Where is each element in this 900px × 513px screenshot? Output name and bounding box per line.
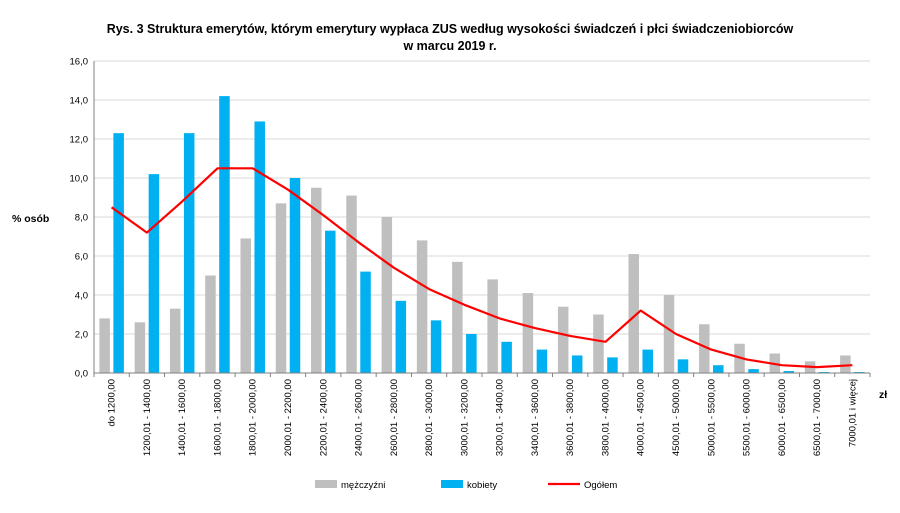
bar-women — [536, 349, 548, 373]
bar-women — [430, 320, 442, 373]
legend-swatch — [441, 480, 463, 488]
y-tick-label: 14,0 — [70, 96, 89, 107]
bar-men — [522, 293, 534, 373]
x-tick-label: 3400,01 - 3600,00 — [530, 379, 541, 456]
bar-women — [677, 359, 689, 373]
x-tick-label: 3600,01 - 3800,00 — [565, 379, 576, 456]
x-tick-label: 4500,01 - 5000,00 — [671, 379, 682, 456]
legend-label: Ogółem — [584, 480, 617, 491]
y-tick-label: 12,0 — [70, 135, 89, 146]
x-tick-label: 6500,01 - 7000,00 — [812, 379, 823, 456]
bar-women — [571, 355, 583, 373]
bar-men — [205, 275, 216, 373]
bar-men — [240, 238, 251, 373]
bar-men — [169, 308, 181, 373]
x-tick-label: do 1200,00 — [107, 379, 118, 427]
x-tick-label: 7000,01 i więcej — [847, 379, 858, 447]
bar-men — [593, 314, 604, 373]
bar-men — [452, 261, 463, 373]
bar-men — [275, 203, 287, 373]
bar-men — [99, 318, 110, 373]
x-tick-label: 5000,01 - 5500,00 — [706, 379, 717, 456]
bar-men — [311, 187, 322, 373]
bar-women — [289, 178, 301, 373]
chart-title-line1: Rys. 3 Struktura emerytów, którym emeryt… — [107, 22, 794, 36]
bar-women — [183, 133, 195, 373]
bar-women — [325, 230, 336, 373]
bar-women — [607, 357, 618, 373]
bar-women — [748, 369, 759, 373]
bar-men — [699, 324, 710, 373]
bar-men — [557, 306, 569, 373]
bar-women — [219, 96, 230, 373]
x-tick-label: 1400,01 - 1600,00 — [177, 379, 188, 456]
y-axis-label: % osób — [12, 213, 49, 225]
x-tick-label: 5500,01 - 6000,00 — [742, 379, 753, 456]
x-tick-label: 6000,01 - 6500,00 — [777, 379, 788, 456]
y-tick-label: 10,0 — [70, 174, 89, 185]
bar-men — [628, 254, 639, 373]
bar-men — [487, 279, 498, 373]
y-tick-label: 8,0 — [75, 213, 88, 224]
bar-women — [501, 341, 512, 373]
axis-layer: 0,0 2,0 4,0 6,0 8,0 10,0 12,0 14,0 16,0 do 1200,0… — [70, 57, 871, 456]
y-tick-label: 4,0 — [75, 291, 88, 302]
legend-label: mężczyźni — [341, 480, 385, 491]
x-tick-label: 2400,01 - 2600,00 — [354, 379, 365, 456]
bar-women — [360, 271, 371, 373]
x-tick-label: 3200,01 - 3400,00 — [495, 379, 506, 456]
chart-title-line2: w marcu 2019 r. — [402, 39, 496, 53]
bar-men — [416, 240, 428, 373]
x-tick-label: 1800,01 - 2000,00 — [248, 379, 259, 456]
x-axis-unit: zł — [879, 389, 887, 401]
x-tick-label: 1200,01 - 1400,00 — [142, 379, 153, 456]
line-layer — [110, 167, 853, 369]
bar-men — [134, 322, 146, 373]
bar-layer — [99, 96, 865, 373]
bar-men — [381, 217, 393, 373]
x-tick-label: 3800,01 - 4000,00 — [600, 379, 611, 456]
legend: mężczyźni kobiety Ogółem — [315, 480, 617, 491]
x-tick-label: 3000,01 - 3200,00 — [459, 379, 470, 456]
bar-men — [346, 195, 357, 373]
y-tick-label: 6,0 — [75, 252, 88, 263]
series-line-total — [110, 167, 853, 369]
bar-women — [642, 349, 653, 373]
x-tick-label: 2800,01 - 3000,00 — [424, 379, 435, 456]
bar-women — [254, 121, 265, 373]
y-tick-label: 2,0 — [75, 330, 88, 341]
bar-women — [783, 371, 795, 373]
bar-women — [713, 365, 724, 373]
bar-men — [663, 295, 675, 373]
bar-women — [113, 133, 124, 373]
bar-women — [395, 300, 407, 373]
bar-women — [148, 174, 160, 373]
x-tick-label: 2600,01 - 2800,00 — [389, 379, 400, 456]
x-tick-label: 2200,01 - 2400,00 — [318, 379, 329, 456]
x-tick-label: 2000,01 - 2200,00 — [283, 379, 294, 456]
x-tick-label: 1600,01 - 1800,00 — [212, 379, 223, 456]
legend-label: kobiety — [467, 480, 497, 491]
y-tick-label: 0,0 — [75, 369, 88, 380]
bar-women — [466, 334, 477, 373]
bar-men — [840, 355, 851, 373]
legend-swatch — [315, 480, 337, 488]
y-tick-label: 16,0 — [70, 57, 89, 68]
x-tick-label: 4000,01 - 4500,00 — [636, 379, 647, 456]
